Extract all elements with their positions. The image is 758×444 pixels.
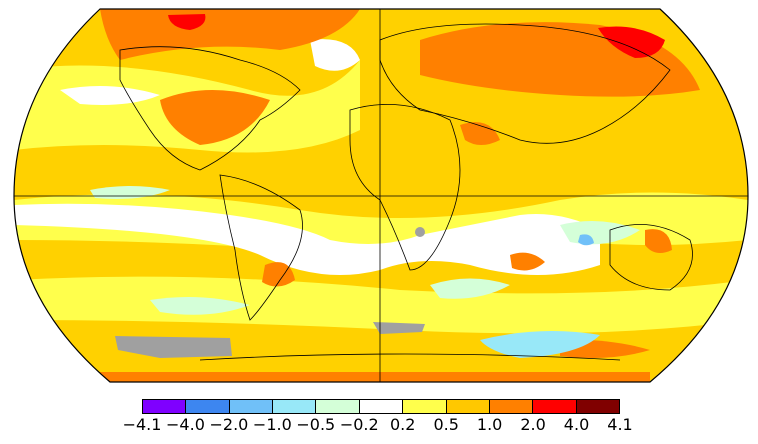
anomaly-region [480,331,600,358]
color-swatch [489,400,534,413]
color-swatch [576,400,619,413]
anomaly-region [160,90,270,145]
color-scale-tick-label: 4.1 [607,415,633,434]
color-scale-tick-label: −0.5 [296,415,336,434]
coastlines [119,23,693,361]
anomaly-region [14,276,748,334]
anomaly-region [310,39,360,71]
missing-data-region [115,336,232,358]
color-swatch [316,400,360,413]
color-scale-tick-label: −4.1 [122,415,162,434]
anomaly-region [60,86,160,105]
color-scale-tick-label: −1.0 [252,415,292,434]
anomaly-region [578,234,594,246]
anomaly-region [430,278,510,299]
color-swatch [533,400,577,413]
color-scale-tick-label: −4.0 [166,415,205,434]
color-swatch [229,400,274,413]
anomaly-region [100,9,360,60]
anomaly-region [598,26,665,58]
temperature-anomaly-map [13,8,749,383]
anomaly-field [14,9,748,382]
missing-data-region [415,227,425,237]
color-scale-tick-label: −0.2 [339,415,379,434]
color-scale-tick-label: 0.2 [389,415,416,434]
anomaly-region [150,296,250,315]
anomaly-region [14,203,600,275]
color-scale-bar [142,399,620,414]
color-scale-tick-label: 0.5 [433,415,459,434]
anomaly-region [168,14,206,30]
color-swatch [273,400,317,413]
color-swatch [143,400,187,413]
color-swatch [446,400,490,413]
anomaly-region [510,252,545,271]
color-swatch [359,400,404,413]
color-swatch [403,400,447,413]
color-scale-tick-label: 2.0 [520,415,546,434]
anomaly-region [262,262,295,287]
map-outline [13,8,749,383]
color-scale-tick-label: −2.0 [209,415,249,434]
color-scale-tick-labels: −4.1 −4.0 −2.0 −1.0 −0.5 −0.2 0.2 0.5 1.0 2.0 4.0 4… [0,414,758,438]
color-swatch [186,400,230,413]
color-scale-tick-label: 4.0 [563,415,590,434]
anomaly-region [645,229,672,254]
anomaly-region [460,122,500,145]
anomaly-region [100,372,650,382]
color-scale-tick-label: 1.0 [476,415,503,434]
missing-data-region [373,322,425,334]
